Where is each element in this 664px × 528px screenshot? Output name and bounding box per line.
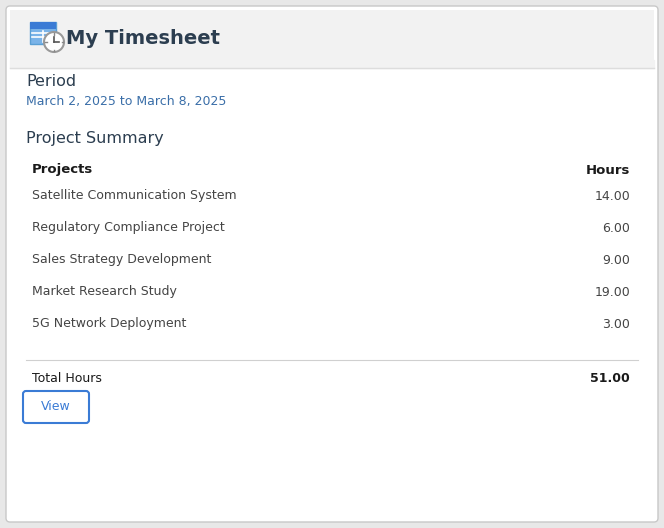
Text: View: View [41, 401, 71, 413]
Text: 5G Network Deployment: 5G Network Deployment [32, 317, 187, 331]
Text: Satellite Communication System: Satellite Communication System [32, 190, 236, 203]
FancyBboxPatch shape [10, 10, 654, 68]
Text: 6.00: 6.00 [602, 222, 630, 234]
Text: My Timesheet: My Timesheet [66, 30, 220, 49]
Text: Project Summary: Project Summary [26, 130, 164, 146]
Text: Sales Strategy Development: Sales Strategy Development [32, 253, 211, 267]
FancyBboxPatch shape [30, 22, 56, 44]
Text: Regulatory Compliance Project: Regulatory Compliance Project [32, 222, 224, 234]
Text: March 2, 2025 to March 8, 2025: March 2, 2025 to March 8, 2025 [26, 96, 226, 108]
Circle shape [44, 32, 64, 52]
FancyBboxPatch shape [30, 22, 56, 29]
Text: Period: Period [26, 74, 76, 90]
Text: Total Hours: Total Hours [32, 372, 102, 384]
Text: 3.00: 3.00 [602, 317, 630, 331]
FancyBboxPatch shape [6, 6, 658, 522]
Text: 14.00: 14.00 [594, 190, 630, 203]
Text: Market Research Study: Market Research Study [32, 286, 177, 298]
Text: 51.00: 51.00 [590, 372, 630, 384]
Text: 9.00: 9.00 [602, 253, 630, 267]
Text: 19.00: 19.00 [594, 286, 630, 298]
Text: Hours: Hours [586, 164, 630, 176]
Text: Projects: Projects [32, 164, 93, 176]
FancyBboxPatch shape [23, 391, 89, 423]
